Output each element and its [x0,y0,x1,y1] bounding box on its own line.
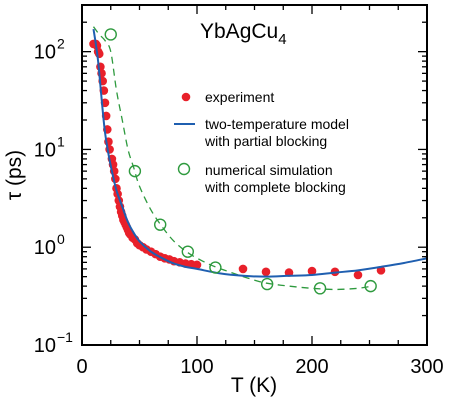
experiment-point-46 [192,260,202,270]
compound-annotation: YbAgCu4 [200,20,287,48]
legend-label-model: two-temperature model [205,116,349,132]
y-tick-exponent: 2 [57,36,65,52]
y-axis-title: τ (ps) [3,150,26,200]
legend-label-experiment: experiment [205,89,274,105]
legend-label-model-line2: with partial blocking [204,133,327,149]
experiment-point-52 [353,270,363,280]
simulation-marker-5 [260,277,274,291]
model-curve [92,28,427,278]
x-tick-label: 0 [76,356,87,378]
plot-area [89,26,427,295]
x-tick-label: 100 [180,356,213,378]
legend-label-simulation-line2: with complete blocking [204,179,346,195]
x-tick-label: 300 [410,356,443,378]
simulation-marker-4 [209,261,222,274]
simulation-marker-2 [153,218,167,231]
simulation-dashed-curve [92,26,372,291]
x-tick-label: 200 [295,356,328,378]
y-tick-exponent: 1 [57,133,65,149]
simulation-marker-7 [364,279,377,293]
marker-layer [89,28,427,295]
y-tick-exponent: −1 [57,329,73,345]
experiment-point-50 [307,266,317,276]
compound-subscript: 4 [278,31,286,48]
legend-marker-simulation [177,162,191,176]
compound-formula: YbAgCu [200,20,278,43]
legend-label-simulation: numerical simulation [205,162,333,178]
simulation-marker-6 [313,282,327,295]
y-tick-label: 10 [34,42,56,64]
legend: experiment two-temperature model with pa… [174,89,349,195]
experiment-point-48 [261,267,271,277]
simulation-marker-0 [104,28,117,41]
simulation-marker-3 [181,245,195,258]
y-tick-exponent: 0 [57,231,65,247]
simulation-marker-1 [128,164,142,178]
y-tick-label: 10 [34,237,56,259]
y-tick-label: 10 [34,139,56,161]
x-axis-title: T (K) [231,374,277,397]
legend-marker-experiment [181,92,191,102]
y-tick-label: 10 [34,335,56,357]
curve-layer [92,26,372,291]
experiment-point-47 [238,264,248,274]
